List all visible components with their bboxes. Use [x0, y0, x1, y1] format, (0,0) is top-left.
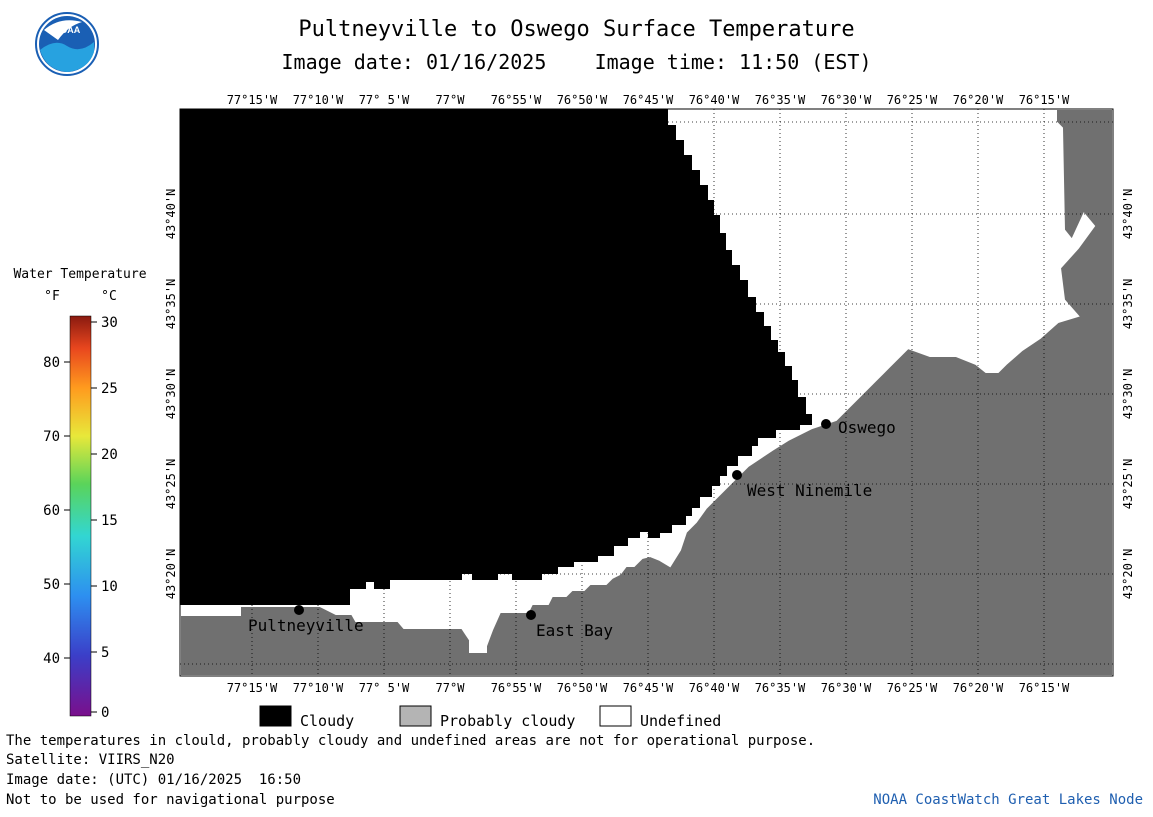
svg-text:43°35'N: 43°35'N [1121, 279, 1135, 330]
svg-text:76°20'W: 76°20'W [953, 681, 1004, 695]
svg-text:76°20'W: 76°20'W [953, 93, 1004, 107]
legend-label-cloudy: Cloudy [300, 712, 354, 730]
svg-text:43°30'N: 43°30'N [164, 369, 178, 420]
svg-text:43°30'N: 43°30'N [1121, 369, 1135, 420]
svg-text:77°15'W: 77°15'W [227, 93, 278, 107]
pultneyville-label: Pultneyville [248, 616, 364, 635]
west-ninemile-label: West Ninemile [747, 481, 872, 500]
svg-text:76°50'W: 76°50'W [557, 681, 608, 695]
svg-text:77°W: 77°W [436, 93, 466, 107]
image-date: Image date: 01/16/2025 [281, 50, 547, 74]
svg-text:76°50'W: 76°50'W [557, 93, 608, 107]
navigation-warning: Not to be used for navigational purpose [6, 792, 335, 808]
svg-text:76°55'W: 76°55'W [491, 93, 542, 107]
svg-text:76°25'W: 76°25'W [887, 93, 938, 107]
svg-text:77°10'W: 77°10'W [293, 93, 344, 107]
west-ninemile-marker [732, 470, 742, 480]
fahrenheit-labels: 80 70 60 50 40 [43, 355, 60, 667]
svg-text:43°40'N: 43°40'N [1121, 189, 1135, 240]
logo-text: NOAA [54, 25, 81, 35]
longitude-labels-bottom: 77°15'W 77°10'W 77° 5'W 77°W 76°55'W 76°… [227, 681, 1070, 695]
graticule [180, 109, 1113, 676]
svg-text:43°20'N: 43°20'N [1121, 549, 1135, 600]
map-frame [179, 108, 1114, 677]
svg-text:50: 50 [43, 577, 60, 593]
svg-text:60: 60 [43, 503, 60, 519]
svg-text:10: 10 [101, 579, 118, 595]
legend-swatch-probably-cloudy [399, 705, 432, 727]
svg-text:70: 70 [43, 429, 60, 445]
latitude-labels-right: 43°40'N 43°35'N 43°30'N 43°25'N 43°20'N [1121, 189, 1135, 600]
colorbar-title: Water Temperature [13, 267, 146, 282]
oswego-label: Oswego [838, 418, 896, 437]
svg-text:43°40'N: 43°40'N [164, 189, 178, 240]
svg-text:76°45'W: 76°45'W [623, 681, 674, 695]
map-area [180, 109, 1113, 676]
svg-text:76°55'W: 76°55'W [491, 681, 542, 695]
legend-swatch-cloudy [259, 705, 292, 727]
svg-text:76°35'W: 76°35'W [755, 681, 806, 695]
noaa-logo: NOAA [35, 12, 99, 76]
legend-swatch-undefined [599, 705, 632, 727]
svg-text:40: 40 [43, 651, 60, 667]
svg-text:76°15'W: 76°15'W [1019, 93, 1070, 107]
svg-text:77°W: 77°W [436, 681, 466, 695]
svg-text:43°35'N: 43°35'N [164, 279, 178, 330]
land-area [180, 109, 1113, 676]
svg-text:76°45'W: 76°45'W [623, 93, 674, 107]
svg-text:15: 15 [101, 513, 118, 529]
svg-text:76°30'W: 76°30'W [821, 681, 872, 695]
svg-text:5: 5 [101, 645, 109, 661]
svg-text:43°20'N: 43°20'N [164, 549, 178, 600]
unit-f: °F [44, 289, 60, 304]
svg-text:43°25'N: 43°25'N [1121, 459, 1135, 510]
svg-text:76°30'W: 76°30'W [821, 93, 872, 107]
latitude-labels-left: 43°40'N 43°35'N 43°30'N 43°25'N 43°20'N [164, 189, 178, 600]
legend-label-probably-cloudy: Probably cloudy [440, 712, 575, 730]
east-bay-label: East Bay [536, 621, 613, 640]
unit-c: °C [101, 289, 117, 304]
page-title: Pultneyville to Oswego Surface Temperatu… [298, 17, 855, 42]
disclaimer-text: The temperatures in clould, probably clo… [6, 733, 816, 749]
svg-text:76°25'W: 76°25'W [887, 681, 938, 695]
longitude-labels-top: 77°15'W 77°10'W 77° 5'W 77°W 76°55'W 76°… [227, 93, 1070, 107]
image-time: Image time: 11:50 (EST) [594, 50, 872, 74]
colorbar: Water Temperature °F °C 80 70 60 50 40 3… [13, 267, 146, 721]
east-bay-marker [526, 610, 536, 620]
oswego-marker [821, 419, 831, 429]
colorbar-gradient [69, 315, 92, 717]
image-datetime: Image date: 01/16/2025 Image time: 11:50… [0, 50, 1153, 74]
credit-text: NOAA CoastWatch Great Lakes Node [873, 792, 1143, 808]
satellite-text: Satellite: VIIRS_N20 [6, 752, 175, 768]
svg-text:77° 5'W: 77° 5'W [359, 681, 410, 695]
svg-text:20: 20 [101, 447, 118, 463]
svg-text:77°15'W: 77°15'W [227, 681, 278, 695]
utc-date-text: Image date: (UTC) 01/16/2025 16:50 [6, 772, 302, 788]
svg-text:25: 25 [101, 381, 118, 397]
cloudy-area [180, 109, 812, 605]
celsius-labels: 30 25 20 15 10 5 0 [101, 315, 118, 721]
svg-text:43°25'N: 43°25'N [164, 459, 178, 510]
svg-text:76°15'W: 76°15'W [1019, 681, 1070, 695]
svg-text:77° 5'W: 77° 5'W [359, 93, 410, 107]
pultneyville-marker [294, 605, 304, 615]
svg-text:30: 30 [101, 315, 118, 331]
svg-text:76°35'W: 76°35'W [755, 93, 806, 107]
svg-text:80: 80 [43, 355, 60, 371]
svg-text:76°40'W: 76°40'W [689, 93, 740, 107]
colorbar-ticks [64, 321, 97, 713]
svg-text:77°10'W: 77°10'W [293, 681, 344, 695]
category-legend: Cloudy Probably cloudy Undefined [259, 705, 721, 730]
svg-text:76°40'W: 76°40'W [689, 681, 740, 695]
legend-label-undefined: Undefined [640, 712, 721, 730]
svg-text:0: 0 [101, 705, 109, 721]
